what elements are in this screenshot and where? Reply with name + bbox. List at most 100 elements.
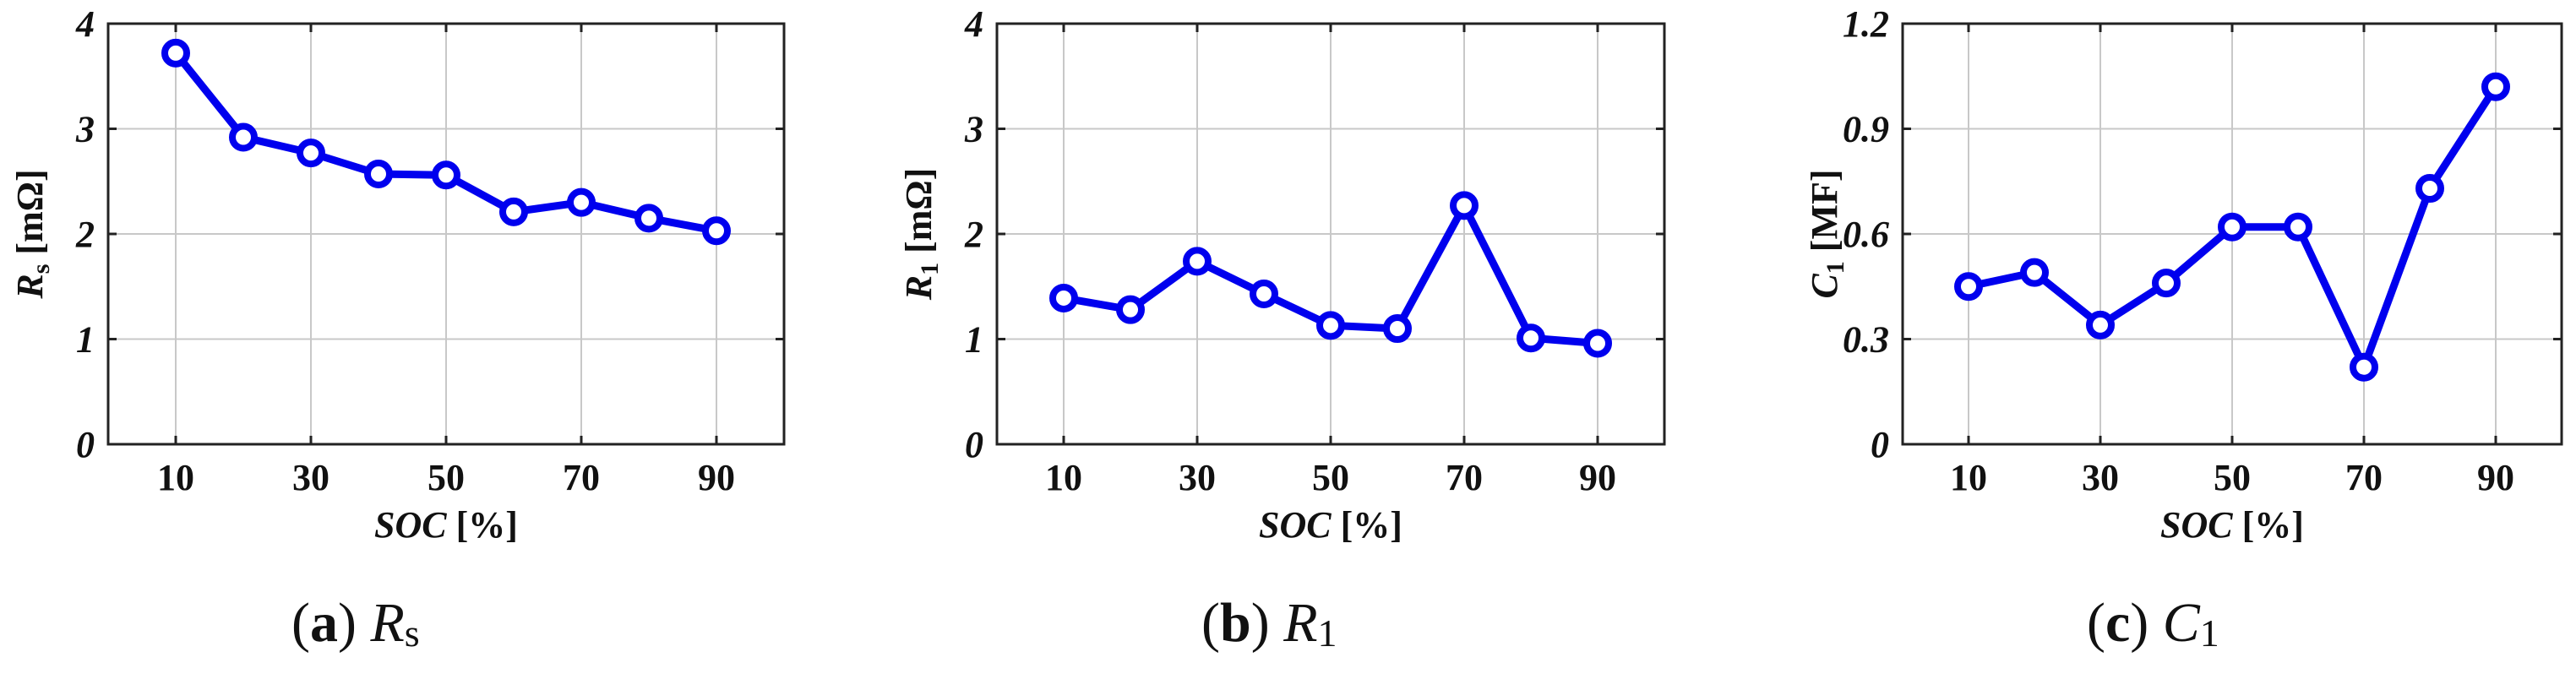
data-point (499, 197, 528, 226)
x-tick-label: 70 (2345, 457, 2383, 498)
x-tick-label: 50 (2214, 457, 2251, 498)
y-tick-label: 3 (964, 109, 983, 150)
data-point (1450, 191, 1479, 220)
data-point (2415, 174, 2444, 204)
data-point (1583, 329, 1612, 358)
data-point (2284, 212, 2312, 242)
y-tick-label: 4 (964, 3, 983, 45)
x-tick-label: 10 (157, 457, 194, 498)
x-tick-label: 30 (2082, 457, 2119, 498)
caption-letter: c (2105, 592, 2131, 654)
data-point (1517, 323, 1545, 353)
y-tick-label: 1 (76, 319, 95, 361)
x-tick-label: 30 (292, 457, 329, 498)
data-point (1116, 295, 1145, 324)
data-point (432, 160, 460, 190)
x-tick-label: 90 (1579, 457, 1616, 498)
data-point (1049, 283, 1078, 312)
y-axis-label: Rs [mΩ] (9, 169, 55, 299)
y-axis-label: R1 [mΩ] (898, 168, 944, 302)
y-axis-unit: [MF] (1804, 169, 1845, 261)
data-point (229, 122, 258, 152)
caption-symbol: R (370, 592, 405, 654)
caption-a: (a) Rs (291, 591, 420, 655)
x-tick-label: 50 (428, 457, 465, 498)
caption-subscript: s (404, 611, 420, 655)
caption-symbol: R (1283, 592, 1318, 654)
y-axis-symbol: C (1804, 274, 1845, 299)
y-axis-subscript: s (27, 264, 55, 274)
y-axis-label: C1 [MF] (1804, 169, 1849, 298)
caption-paren-open: ( (1201, 592, 1220, 654)
x-tick-label: 70 (1446, 457, 1483, 498)
y-tick-label: 0.3 (1843, 319, 1889, 361)
y-tick-label: 4 (75, 3, 95, 45)
y-axis-subscript: 1 (1822, 261, 1849, 274)
data-point (702, 216, 731, 246)
data-point (1183, 247, 1212, 276)
y-axis-symbol: R (898, 275, 939, 301)
caption-paren-close: ) (337, 592, 357, 654)
y-tick-label: 0 (1871, 424, 1889, 465)
caption-subscript: 1 (2199, 611, 2219, 655)
x-axis-symbol: SOC (374, 504, 447, 546)
x-axis-symbol: SOC (2160, 504, 2233, 546)
y-axis-symbol: R (9, 274, 51, 299)
x-tick-label: 90 (2477, 457, 2514, 498)
caption-letter: a (309, 592, 338, 654)
y-axis-unit: [mΩ] (9, 169, 51, 264)
x-axis-symbol: SOC (1259, 504, 1332, 546)
data-point (2086, 310, 2115, 340)
data-point (161, 38, 190, 68)
y-axis-subscript: 1 (916, 263, 944, 275)
data-point (1954, 272, 1983, 302)
data-point (634, 204, 663, 233)
y-tick-label: 0.6 (1843, 214, 1889, 255)
x-tick-label: 10 (1045, 457, 1082, 498)
data-point (1316, 311, 1345, 340)
x-tick-label: 30 (1179, 457, 1216, 498)
data-point (2020, 258, 2049, 287)
x-tick-label: 50 (1312, 457, 1349, 498)
x-tick-label: 70 (563, 457, 600, 498)
y-axis-unit: [mΩ] (898, 168, 939, 263)
x-axis-unit: [%] (2233, 504, 2304, 546)
y-tick-label: 3 (75, 109, 95, 150)
data-point (2350, 352, 2378, 382)
x-axis-label: SOC [%] (2160, 504, 2304, 546)
y-tick-label: 2 (75, 214, 95, 255)
caption-b: (b) R1 (1201, 591, 1337, 655)
caption-c: (c) C1 (2087, 591, 2219, 655)
caption-letter: b (1219, 592, 1251, 654)
caption-paren-close: ) (1250, 592, 1270, 654)
x-axis-label: SOC [%] (1259, 504, 1402, 546)
y-tick-label: 0.9 (1843, 109, 1889, 150)
data-point (2218, 212, 2247, 242)
data-point (297, 139, 325, 168)
y-tick-label: 2 (964, 214, 983, 255)
x-axis-label: SOC [%] (374, 504, 518, 546)
caption-paren-open: ( (291, 592, 310, 654)
data-point (567, 187, 596, 217)
data-point (2481, 72, 2510, 101)
y-tick-label: 1.2 (1843, 3, 1889, 45)
x-axis-unit: [%] (447, 504, 518, 546)
y-tick-label: 0 (965, 424, 983, 465)
y-tick-label: 0 (76, 424, 95, 465)
caption-symbol: C (2162, 592, 2200, 654)
data-point (1250, 279, 1278, 308)
x-axis-unit: [%] (1332, 504, 1402, 546)
data-point (2152, 269, 2181, 298)
y-tick-label: 1 (965, 319, 983, 361)
x-tick-label: 90 (698, 457, 735, 498)
caption-paren-close: ) (2130, 592, 2149, 654)
caption-subscript: 1 (1317, 611, 1337, 655)
x-tick-label: 10 (1950, 457, 1987, 498)
caption-paren-open: ( (2087, 592, 2105, 654)
data-point (1383, 314, 1412, 344)
data-point (364, 160, 393, 189)
